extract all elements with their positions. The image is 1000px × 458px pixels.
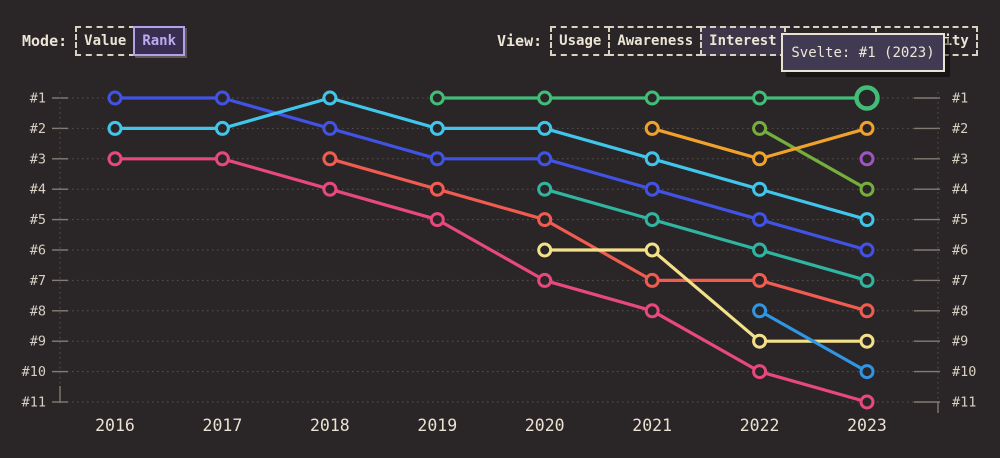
mode-value-button[interactable]: Value bbox=[75, 26, 136, 56]
data-point[interactable] bbox=[752, 90, 768, 106]
data-point[interactable] bbox=[752, 151, 768, 167]
data-point[interactable] bbox=[322, 181, 338, 197]
rank-label-left: #11 bbox=[22, 395, 46, 411]
rank-label-left: #6 bbox=[30, 243, 46, 259]
year-label: 2017 bbox=[203, 416, 243, 435]
data-point[interactable] bbox=[752, 212, 768, 228]
data-point[interactable] bbox=[322, 120, 338, 136]
series-line bbox=[328, 157, 869, 313]
data-point[interactable] bbox=[537, 242, 553, 258]
data-point[interactable] bbox=[429, 120, 445, 136]
data-point[interactable] bbox=[107, 120, 123, 136]
data-point[interactable] bbox=[752, 181, 768, 197]
data-point[interactable] bbox=[429, 212, 445, 228]
year-label: 2023 bbox=[847, 416, 887, 435]
rank-label-right: #2 bbox=[952, 121, 968, 137]
data-point[interactable] bbox=[859, 303, 875, 319]
data-point[interactable] bbox=[214, 151, 230, 167]
data-point[interactable] bbox=[214, 120, 230, 136]
highlighted-data-point[interactable] bbox=[854, 85, 880, 111]
data-point[interactable] bbox=[859, 242, 875, 258]
data-point[interactable] bbox=[537, 272, 553, 288]
data-point[interactable] bbox=[429, 181, 445, 197]
data-point[interactable] bbox=[214, 90, 230, 106]
rank-label-left: #4 bbox=[30, 182, 46, 198]
data-point[interactable] bbox=[752, 242, 768, 258]
data-point[interactable] bbox=[644, 181, 660, 197]
data-point[interactable] bbox=[322, 90, 338, 106]
data-point[interactable] bbox=[752, 120, 768, 136]
data-point[interactable] bbox=[859, 333, 875, 349]
rank-label-right: #10 bbox=[952, 364, 976, 380]
tooltip-text: Svelte: #1 (2023) bbox=[791, 44, 935, 61]
year-label: 2019 bbox=[417, 416, 457, 435]
chart-tooltip: Svelte: #1 (2023) bbox=[781, 33, 945, 72]
data-point[interactable] bbox=[429, 90, 445, 106]
data-point[interactable] bbox=[537, 151, 553, 167]
rank-label-left: #7 bbox=[30, 273, 46, 289]
rank-label-right: #3 bbox=[952, 151, 968, 167]
rank-label-right: #9 bbox=[952, 334, 968, 350]
rank-label-left: #9 bbox=[30, 334, 46, 350]
data-point[interactable] bbox=[644, 151, 660, 167]
rank-label-right: #1 bbox=[952, 91, 968, 107]
data-point[interactable] bbox=[859, 120, 875, 136]
data-point[interactable] bbox=[644, 212, 660, 228]
mode-label: Mode: bbox=[22, 32, 68, 50]
series-line bbox=[113, 96, 869, 222]
year-label: 2018 bbox=[310, 416, 350, 435]
data-point[interactable] bbox=[859, 364, 875, 380]
data-point[interactable] bbox=[644, 242, 660, 258]
rank-label-right: #4 bbox=[952, 182, 968, 198]
view-label: View: bbox=[497, 32, 543, 50]
data-point[interactable] bbox=[644, 120, 660, 136]
data-point[interactable] bbox=[537, 181, 553, 197]
data-point[interactable] bbox=[859, 181, 875, 197]
data-point[interactable] bbox=[644, 303, 660, 319]
series-line bbox=[113, 157, 869, 404]
rank-label-right: #11 bbox=[952, 395, 976, 411]
rank-label-left: #8 bbox=[30, 303, 46, 319]
rank-label-right: #5 bbox=[952, 212, 968, 228]
data-point[interactable] bbox=[322, 151, 338, 167]
data-point[interactable] bbox=[537, 90, 553, 106]
data-point[interactable] bbox=[859, 394, 875, 410]
view-awareness-button[interactable]: Awareness bbox=[608, 26, 703, 56]
mode-control-group: Mode: Value Rank bbox=[22, 26, 186, 56]
data-point[interactable] bbox=[859, 151, 875, 167]
data-point[interactable] bbox=[537, 120, 553, 136]
series-line bbox=[758, 309, 869, 374]
data-point[interactable] bbox=[859, 272, 875, 288]
year-label: 2020 bbox=[525, 416, 565, 435]
year-label: 2022 bbox=[740, 416, 780, 435]
rank-label-left: #1 bbox=[30, 91, 46, 107]
year-label: 2016 bbox=[95, 416, 135, 435]
data-point[interactable] bbox=[752, 364, 768, 380]
rank-label-left: #3 bbox=[30, 151, 46, 167]
rank-label-right: #6 bbox=[952, 243, 968, 259]
series-line bbox=[758, 126, 869, 191]
rank-label-left: #10 bbox=[22, 364, 46, 380]
data-point[interactable] bbox=[107, 151, 123, 167]
data-point[interactable] bbox=[752, 272, 768, 288]
series-line bbox=[113, 96, 869, 252]
series-line bbox=[543, 187, 869, 282]
rank-label-left: #2 bbox=[30, 121, 46, 137]
view-usage-button[interactable]: Usage bbox=[550, 26, 611, 56]
data-point[interactable] bbox=[644, 272, 660, 288]
data-point[interactable] bbox=[752, 303, 768, 319]
data-point[interactable] bbox=[429, 151, 445, 167]
data-point[interactable] bbox=[644, 90, 660, 106]
data-point[interactable] bbox=[859, 212, 875, 228]
rank-label-right: #7 bbox=[952, 273, 968, 289]
rank-label-right: #8 bbox=[952, 303, 968, 319]
data-point[interactable] bbox=[537, 212, 553, 228]
data-point[interactable] bbox=[752, 333, 768, 349]
data-point[interactable] bbox=[107, 90, 123, 106]
mode-rank-button[interactable]: Rank bbox=[133, 26, 186, 56]
year-label: 2021 bbox=[632, 416, 672, 435]
view-interest-button[interactable]: Interest bbox=[700, 26, 786, 56]
rank-label-left: #5 bbox=[30, 212, 46, 228]
